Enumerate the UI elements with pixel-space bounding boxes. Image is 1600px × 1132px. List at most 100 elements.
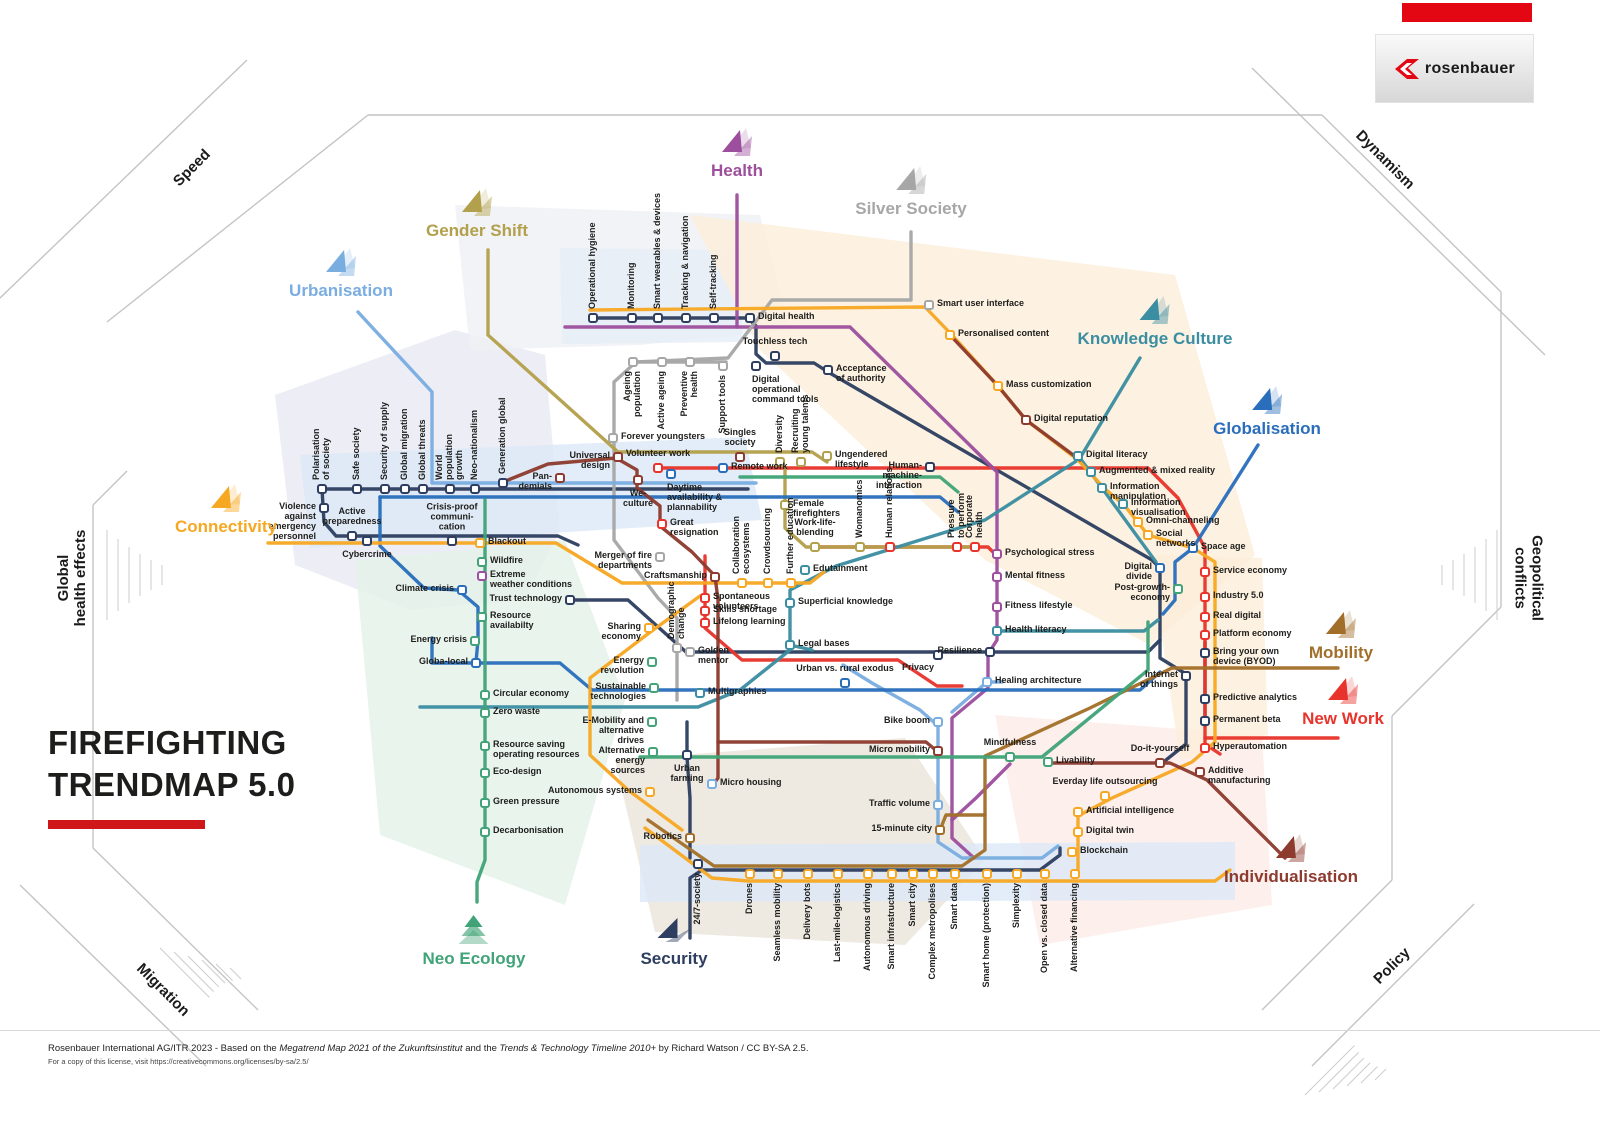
station-label: Crisis-proof communi- cation (426, 501, 478, 532)
trend-line-ne (475, 498, 487, 904)
megatrend-icon-si (895, 166, 926, 194)
station-label: Smart home (protection) (981, 883, 991, 988)
station-dot (470, 636, 480, 646)
station-dot (457, 585, 467, 595)
station-label: Urban farming (670, 763, 704, 783)
station-dot (786, 578, 796, 588)
station-dot (718, 463, 728, 473)
station-label: Green pressure (493, 796, 560, 806)
station-dot (796, 457, 806, 467)
station-label: Augmented & mixed reality (1099, 465, 1216, 475)
station-label: Global threats (417, 419, 427, 480)
station-dot (863, 869, 873, 879)
station-label: Simplexity (1011, 883, 1021, 929)
station-dot (773, 869, 783, 879)
megatrend-mo: Mobility (1309, 608, 1373, 663)
station-dot (644, 623, 654, 633)
station-dot (952, 542, 962, 552)
station-dot (352, 484, 362, 494)
station-dot (685, 647, 695, 657)
station-label: Great resignation (670, 517, 719, 537)
station-label: Omni-channeling (1146, 515, 1220, 525)
station-dot (933, 717, 943, 727)
station-dot (480, 827, 490, 837)
megatrend-label: Urbanisation (289, 281, 393, 300)
station-label: Energy crisis (410, 634, 467, 644)
station-dot (471, 658, 481, 668)
station-label: Drones (744, 883, 754, 915)
station-label: Open vs. closed data (1039, 883, 1049, 974)
megatrend-label: Knowledge Culture (1077, 329, 1233, 348)
station-dot (745, 869, 755, 879)
station-label: Polarisation of society (311, 428, 331, 480)
frame-line (19, 884, 207, 1067)
station-dot (1188, 543, 1198, 553)
station-label: Preventive health (679, 371, 699, 417)
station-label: Cybercrime (342, 549, 392, 559)
megatrend-icon-gl (1252, 386, 1282, 414)
station-dot (933, 650, 943, 660)
station-label: Permanent beta (1213, 714, 1281, 724)
station-label: Pan- demials (518, 471, 552, 491)
station-label: Trust technology (489, 593, 562, 603)
station-label: Mass customization (1006, 379, 1092, 389)
station-dot (653, 313, 663, 323)
station-label: Digital twin (1086, 825, 1134, 835)
station-label: Daytime availability & plannability (667, 482, 723, 512)
station-dot (992, 602, 1002, 612)
megatrend-label: Globalisation (1213, 419, 1321, 438)
station-label: Merger of fire departments (594, 550, 652, 570)
station-label: Energy revolution (600, 655, 644, 675)
station-label: Sustainable technologies (590, 681, 646, 701)
station-dot (477, 557, 487, 567)
station-dot (317, 484, 327, 494)
megatrend-co: Connectivity (175, 482, 277, 537)
station-dot (1073, 827, 1083, 837)
megatrend-icon-co (211, 484, 241, 512)
station-label: Space age (1201, 541, 1246, 551)
megatrend-kn: Knowledge Culture (1077, 294, 1233, 349)
station-label: Resource availabilty (490, 610, 534, 630)
station-label: Industry 5.0 (1213, 590, 1264, 600)
station-dot (555, 473, 565, 483)
footer-license-link[interactable]: For a copy of this license, visit https:… (48, 1057, 309, 1066)
station-dot (1097, 483, 1107, 493)
station-dot (1012, 869, 1022, 879)
megatrend-si: Silver Society (855, 164, 967, 219)
station-label: Global migration (399, 408, 409, 480)
station-dot (648, 747, 658, 757)
station-dot (1086, 467, 1096, 477)
station-dot (1043, 757, 1053, 767)
station-dot (319, 503, 329, 513)
station-dot (627, 313, 637, 323)
station-dot (477, 571, 487, 581)
frame-line (92, 847, 259, 1011)
station-label: Volunteer work (625, 448, 691, 459)
station-dot (992, 626, 1002, 636)
frame-line (1311, 903, 1475, 1067)
station-dot (775, 457, 785, 467)
station-label: Smart user interface (937, 298, 1025, 308)
station-label: Corporate health (964, 494, 984, 538)
station-label: Information visualisation (1131, 497, 1186, 517)
station-dot (982, 869, 992, 879)
megatrend-label: Security (640, 949, 708, 968)
frame-line (1321, 114, 1502, 293)
station-label: Eco-design (493, 766, 542, 776)
station-dot (685, 357, 695, 367)
station-dot (928, 869, 938, 879)
station-dot (993, 381, 1003, 391)
station-dot (1073, 807, 1083, 817)
station-dot (653, 463, 663, 473)
megatrend-label: Health (711, 161, 763, 180)
station-label: Human- machine- interaction (875, 460, 922, 490)
station-label: Traffic volume (868, 798, 930, 808)
trend-line-co (266, 541, 826, 585)
station-dot (480, 798, 490, 808)
station-dot (751, 361, 761, 371)
station-dot (885, 542, 895, 552)
trend-line-ur (356, 310, 758, 485)
station-dot (480, 690, 490, 700)
station-dot (647, 657, 657, 667)
station-dot (672, 643, 682, 653)
